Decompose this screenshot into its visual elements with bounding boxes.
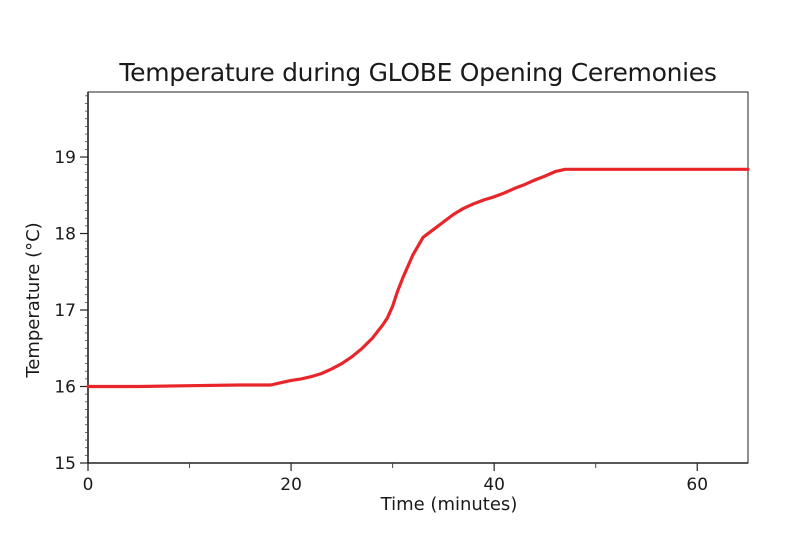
- x-tick-label: 0: [83, 475, 94, 495]
- x-axis-label: Time (minutes): [380, 494, 518, 515]
- temperature-line: [86, 167, 750, 389]
- plot-frame: [87, 91, 749, 464]
- y-tick-label: 19: [54, 148, 76, 168]
- y-tick-label: 17: [54, 301, 76, 321]
- tick-labels: 15 16 17 18 19 0 20 40 60: [54, 148, 708, 495]
- minor-ticks: [85, 95, 597, 468]
- major-ticks: [80, 156, 698, 471]
- chart-title: Temperature during GLOBE Opening Ceremon…: [119, 58, 717, 87]
- plot-border: [87, 91, 749, 464]
- x-tick-label: 60: [686, 475, 708, 495]
- y-axis-label: Temperature (°C): [23, 222, 44, 378]
- y-tick-label: 18: [54, 225, 76, 245]
- y-tick-label: 16: [54, 378, 76, 398]
- y-tick-label: 15: [54, 454, 76, 474]
- series-group: [86, 167, 750, 389]
- x-tick-label: 40: [483, 475, 505, 495]
- x-tick-label: 20: [280, 475, 302, 495]
